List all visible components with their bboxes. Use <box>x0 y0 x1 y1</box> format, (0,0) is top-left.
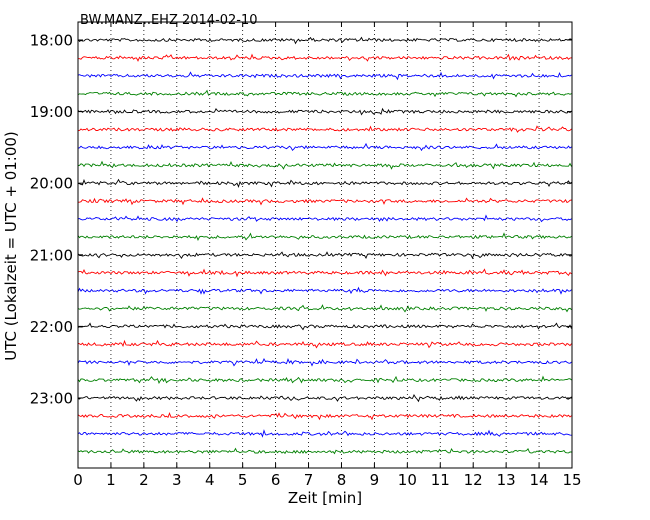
trace-2345 <box>77 447 572 455</box>
y-tick-label-2100: 21:00 <box>30 246 73 264</box>
trace-2300 <box>77 394 572 403</box>
x-tick-label-6: 6 <box>271 471 281 489</box>
trace-2045 <box>77 232 572 242</box>
y-tick-label-2200: 22:00 <box>30 318 73 336</box>
trace-1815 <box>77 53 572 62</box>
trace-2130 <box>77 286 572 295</box>
trace-2145 <box>77 304 572 313</box>
x-tick-label-14: 14 <box>530 471 549 489</box>
x-tick-label-15: 15 <box>562 471 581 489</box>
y-tick-label-2000: 20:00 <box>30 175 73 193</box>
trace-1945 <box>77 160 572 170</box>
trace-2015 <box>77 197 572 206</box>
grid-lines <box>110 22 540 468</box>
trace-2000 <box>77 178 572 188</box>
trace-2200 <box>77 322 572 331</box>
x-tick-label-9: 9 <box>370 471 380 489</box>
trace-1915 <box>77 125 572 133</box>
y-tick-label-1900: 19:00 <box>30 103 73 121</box>
trace-group <box>77 36 572 455</box>
y-axis-label: UTC (Lokalzeit = UTC + 01:00) <box>2 131 20 361</box>
trace-1900 <box>77 107 572 116</box>
x-tick-label-10: 10 <box>398 471 417 489</box>
y-axis: 18:00 19:00 20:00 21:00 22:00 23:00 <box>30 32 572 408</box>
trace-2215 <box>77 339 572 349</box>
trace-2230 <box>77 357 572 367</box>
x-tick-label-4: 4 <box>205 471 215 489</box>
x-tick-label-0: 0 <box>73 471 83 489</box>
trace-2330 <box>77 429 572 438</box>
x-tick-label-11: 11 <box>431 471 450 489</box>
x-tick-label-7: 7 <box>304 471 314 489</box>
trace-2245 <box>77 375 572 384</box>
y-tick-label-1800: 18:00 <box>30 32 73 50</box>
x-axis: 0 1 2 3 4 5 6 7 8 9 10 11 12 13 14 15 <box>73 22 582 489</box>
trace-2315 <box>77 412 572 421</box>
x-tick-label-5: 5 <box>238 471 248 489</box>
chart-title: BW.MANZ..EHZ 2014-02-10 <box>80 13 258 28</box>
x-tick-label-1: 1 <box>106 471 116 489</box>
x-tick-label-2: 2 <box>139 471 149 489</box>
y-tick-label-2300: 23:00 <box>30 390 73 408</box>
trace-2115 <box>77 268 572 278</box>
x-tick-label-8: 8 <box>337 471 347 489</box>
plot-frame <box>77 21 573 469</box>
x-axis-label: Zeit [min] <box>288 489 362 507</box>
trace-1830 <box>77 71 572 81</box>
trace-1800 <box>77 36 572 45</box>
x-tick-label-3: 3 <box>172 471 182 489</box>
trace-2100 <box>77 251 572 260</box>
trace-1930 <box>77 142 572 152</box>
trace-1845 <box>77 89 572 98</box>
trace-2030 <box>77 214 572 223</box>
x-tick-label-12: 12 <box>464 471 483 489</box>
x-tick-label-13: 13 <box>497 471 516 489</box>
